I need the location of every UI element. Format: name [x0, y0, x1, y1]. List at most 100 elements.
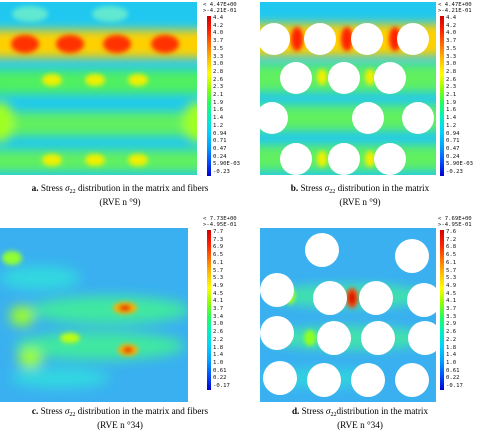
tick: -0.23	[446, 170, 463, 176]
colorbar-min-d: >-4.95E-01	[438, 222, 472, 228]
tick: 3.3	[446, 315, 456, 321]
tick: 4.0	[213, 31, 223, 37]
tick: 0.71	[213, 139, 226, 145]
tick: 0.61	[213, 369, 226, 375]
tick: 2.6	[446, 78, 456, 84]
tick: 0.22	[213, 376, 226, 382]
colorbar-ticks-b: 4.4 4.2 4.0 3.7 3.5 3.3 3.0 2.8 2.6 2.3 …	[446, 16, 478, 176]
tick: 2.3	[213, 85, 223, 91]
tick: 4.5	[213, 292, 223, 298]
tick: 6.1	[213, 261, 223, 267]
tick: 1.0	[446, 361, 456, 367]
tick: 1.2	[446, 124, 456, 130]
colorbar-ticks-d: 7.6 7.2 6.8 6.5 6.1 5.7 5.3 4.9 4.5 4.1 …	[446, 230, 478, 390]
tick: 4.5	[446, 292, 456, 298]
tick: -0.23	[213, 170, 230, 176]
tick: 0.22	[446, 376, 459, 382]
tick: 3.0	[213, 322, 223, 328]
panel-a: < 4.47E+00 >-4.21E-01 4.4 4.2 4.0 3.7 3.…	[0, 0, 240, 214]
colorbar-header-c: < 7.73E+00 >-4.95E-01	[203, 216, 237, 229]
tick: 5.3	[446, 276, 456, 282]
tick: 1.4	[213, 353, 223, 359]
tick: 1.4	[446, 116, 456, 122]
tick: 2.6	[446, 330, 456, 336]
panel-b: < 4.47E+00 >-4.21E-01 4.4 4.2 4.0 3.7 3.…	[240, 0, 480, 214]
tick: 1.0	[213, 361, 223, 367]
caption-text: distribution in the matrix	[335, 183, 429, 193]
caption-text: Stress	[41, 183, 65, 193]
panel-c: < 7.73E+00 >-4.95E-01 7.7 7.3 6.9 6.5 6.…	[0, 214, 240, 428]
tick: 3.7	[446, 39, 456, 45]
caption-letter: d.	[292, 406, 299, 416]
colorbar-min-c: >-4.95E-01	[203, 222, 237, 228]
tick: 1.6	[446, 108, 456, 114]
tick: 3.5	[446, 47, 456, 53]
tick: 7.7	[213, 230, 223, 236]
caption-letter: c.	[32, 406, 38, 416]
caption-line2: (RVE n °34)	[240, 420, 480, 431]
colorbar-header-a: < 4.47E+00 >-4.21E-01	[203, 2, 237, 15]
tick: 2.8	[213, 70, 223, 76]
tick: 1.4	[213, 116, 223, 122]
stress-map-c	[0, 228, 188, 402]
tick: 2.9	[446, 322, 456, 328]
tick: 3.3	[446, 55, 456, 61]
tick: 2.1	[213, 93, 223, 99]
caption-a: a. Stress σ22 distribution in the matrix…	[0, 183, 240, 208]
caption-text: distribution in the matrix and fibers	[75, 406, 208, 416]
tick: 0.94	[213, 132, 226, 138]
tick: 3.4	[213, 315, 223, 321]
tick: 2.2	[213, 338, 223, 344]
caption-b: b. Stress σ22 distribution in the matrix…	[240, 183, 480, 208]
tick: 0.24	[213, 155, 226, 161]
caption-text: Stress	[301, 183, 325, 193]
tick: 5.7	[213, 269, 223, 275]
caption-line2: (RVE n °9)	[240, 197, 480, 209]
tick: 0.47	[213, 147, 226, 153]
caption-text: distribution in the matrix	[336, 406, 428, 416]
tick: 1.6	[213, 108, 223, 114]
tick: -0.17	[446, 384, 463, 390]
tick: 0.61	[446, 369, 459, 375]
tick: 7.6	[446, 230, 456, 236]
colorbar-c	[207, 230, 211, 390]
tick: 4.9	[446, 284, 456, 290]
tick: 1.2	[213, 124, 223, 130]
colorbar-min-a: >-4.21E-01	[203, 8, 237, 14]
caption-c: c. Stress σ22 distribution in the matrix…	[0, 406, 240, 431]
colorbar-d	[440, 230, 444, 390]
tick: 4.2	[213, 24, 223, 30]
colorbar-a	[207, 16, 211, 176]
tick: 6.9	[213, 245, 223, 251]
tick: 5.90E-03	[446, 162, 473, 168]
tick: 2.3	[446, 85, 456, 91]
tick: 2.1	[446, 93, 456, 99]
tick: 6.5	[213, 253, 223, 259]
caption-letter: b.	[291, 183, 298, 193]
tick: 1.8	[446, 346, 456, 352]
tick: 4.4	[213, 16, 223, 22]
stress-map-d	[260, 228, 436, 402]
tick: 5.3	[213, 276, 223, 282]
tick: 3.0	[213, 62, 223, 68]
tick: 3.7	[446, 307, 456, 313]
tick: 1.9	[213, 101, 223, 107]
colorbar-b	[440, 16, 444, 176]
tick: 3.3	[213, 55, 223, 61]
stress-map-b	[260, 2, 436, 175]
tick: 2.2	[446, 338, 456, 344]
panel-d: < 7.69E+00 >-4.95E-01 7.6 7.2 6.8 6.5 6.…	[240, 214, 480, 428]
tick: 3.7	[213, 39, 223, 45]
colorbar-header-d: < 7.69E+00 >-4.95E-01	[438, 216, 472, 229]
tick: 0.94	[446, 132, 459, 138]
tick: 4.4	[446, 16, 456, 22]
tick: 3.7	[213, 307, 223, 313]
colorbar-header-b: < 4.47E+00 >-4.21E-01	[438, 2, 472, 15]
tick: 2.8	[446, 70, 456, 76]
tick: 4.9	[213, 284, 223, 290]
caption-letter: a.	[32, 183, 39, 193]
tick: -0.17	[213, 384, 230, 390]
colorbar-min-b: >-4.21E-01	[438, 8, 472, 14]
tick: 6.1	[446, 261, 456, 267]
caption-line2: (RVE n °9)	[0, 197, 240, 209]
